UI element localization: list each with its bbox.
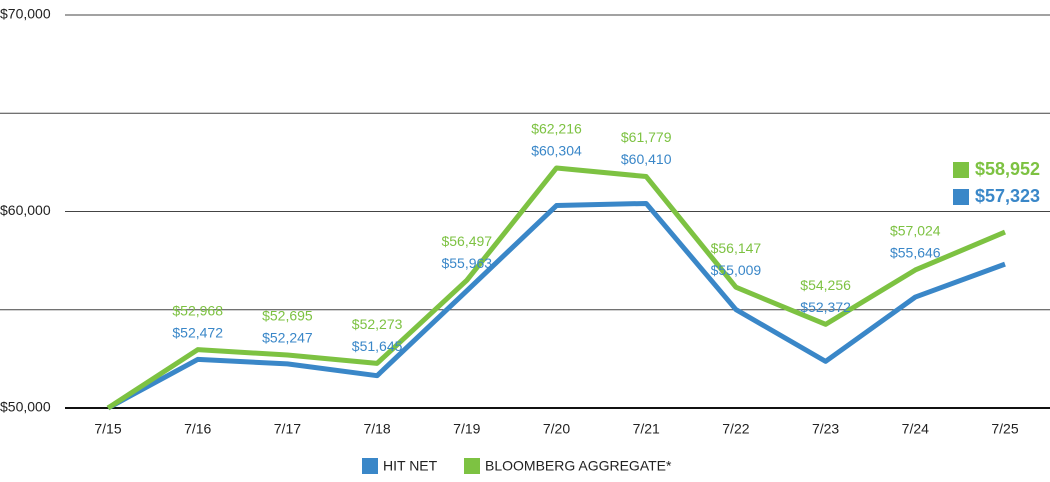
x-tick-label: 7/24: [902, 421, 929, 437]
x-tick-label: 7/20: [543, 421, 570, 437]
value-label: $56,497: [441, 233, 492, 249]
value-label: $60,304: [531, 143, 582, 159]
value-label: $52,247: [262, 330, 313, 346]
x-tick-label: 7/22: [722, 421, 749, 437]
value-label: $52,968: [172, 302, 223, 318]
y-tick-label: $60,000: [0, 202, 51, 218]
end-value-label: $57,323: [975, 186, 1040, 206]
legend-marker: [953, 162, 969, 178]
x-tick-label: 7/25: [991, 421, 1018, 437]
value-label: $54,256: [800, 277, 851, 293]
value-label: $56,147: [711, 240, 762, 256]
legend-label: HIT NET: [383, 458, 438, 474]
value-label: $55,963: [441, 255, 492, 271]
value-label: $52,472: [172, 324, 223, 340]
value-label: $55,646: [890, 245, 941, 261]
value-label: $52,372: [800, 299, 851, 315]
value-label: $55,009: [711, 262, 762, 278]
x-tick-label: 7/18: [363, 421, 390, 437]
value-label: $61,779: [621, 129, 672, 145]
value-label: $60,410: [621, 151, 672, 167]
x-tick-label: 7/17: [274, 421, 301, 437]
value-label: $52,273: [352, 316, 403, 332]
y-tick-label: $70,000: [0, 6, 51, 22]
legend-marker: [953, 189, 969, 205]
x-tick-label: 7/21: [633, 421, 660, 437]
legend-swatch: [464, 458, 480, 474]
value-label: $51,645: [352, 338, 403, 354]
series-line: [106, 165, 1006, 411]
value-label: $57,024: [890, 223, 941, 239]
end-value-label: $58,952: [975, 159, 1040, 179]
x-tick-label: 7/15: [94, 421, 121, 437]
x-tick-label: 7/23: [812, 421, 839, 437]
legend-swatch: [362, 458, 378, 474]
x-tick-label: 7/16: [184, 421, 211, 437]
x-tick-label: 7/19: [453, 421, 480, 437]
value-label: $52,695: [262, 308, 313, 324]
value-label: $62,216: [531, 121, 582, 137]
legend-label: BLOOMBERG AGGREGATE*: [485, 458, 672, 474]
series-line: [106, 200, 1006, 411]
y-tick-label: $50,000: [0, 399, 51, 415]
